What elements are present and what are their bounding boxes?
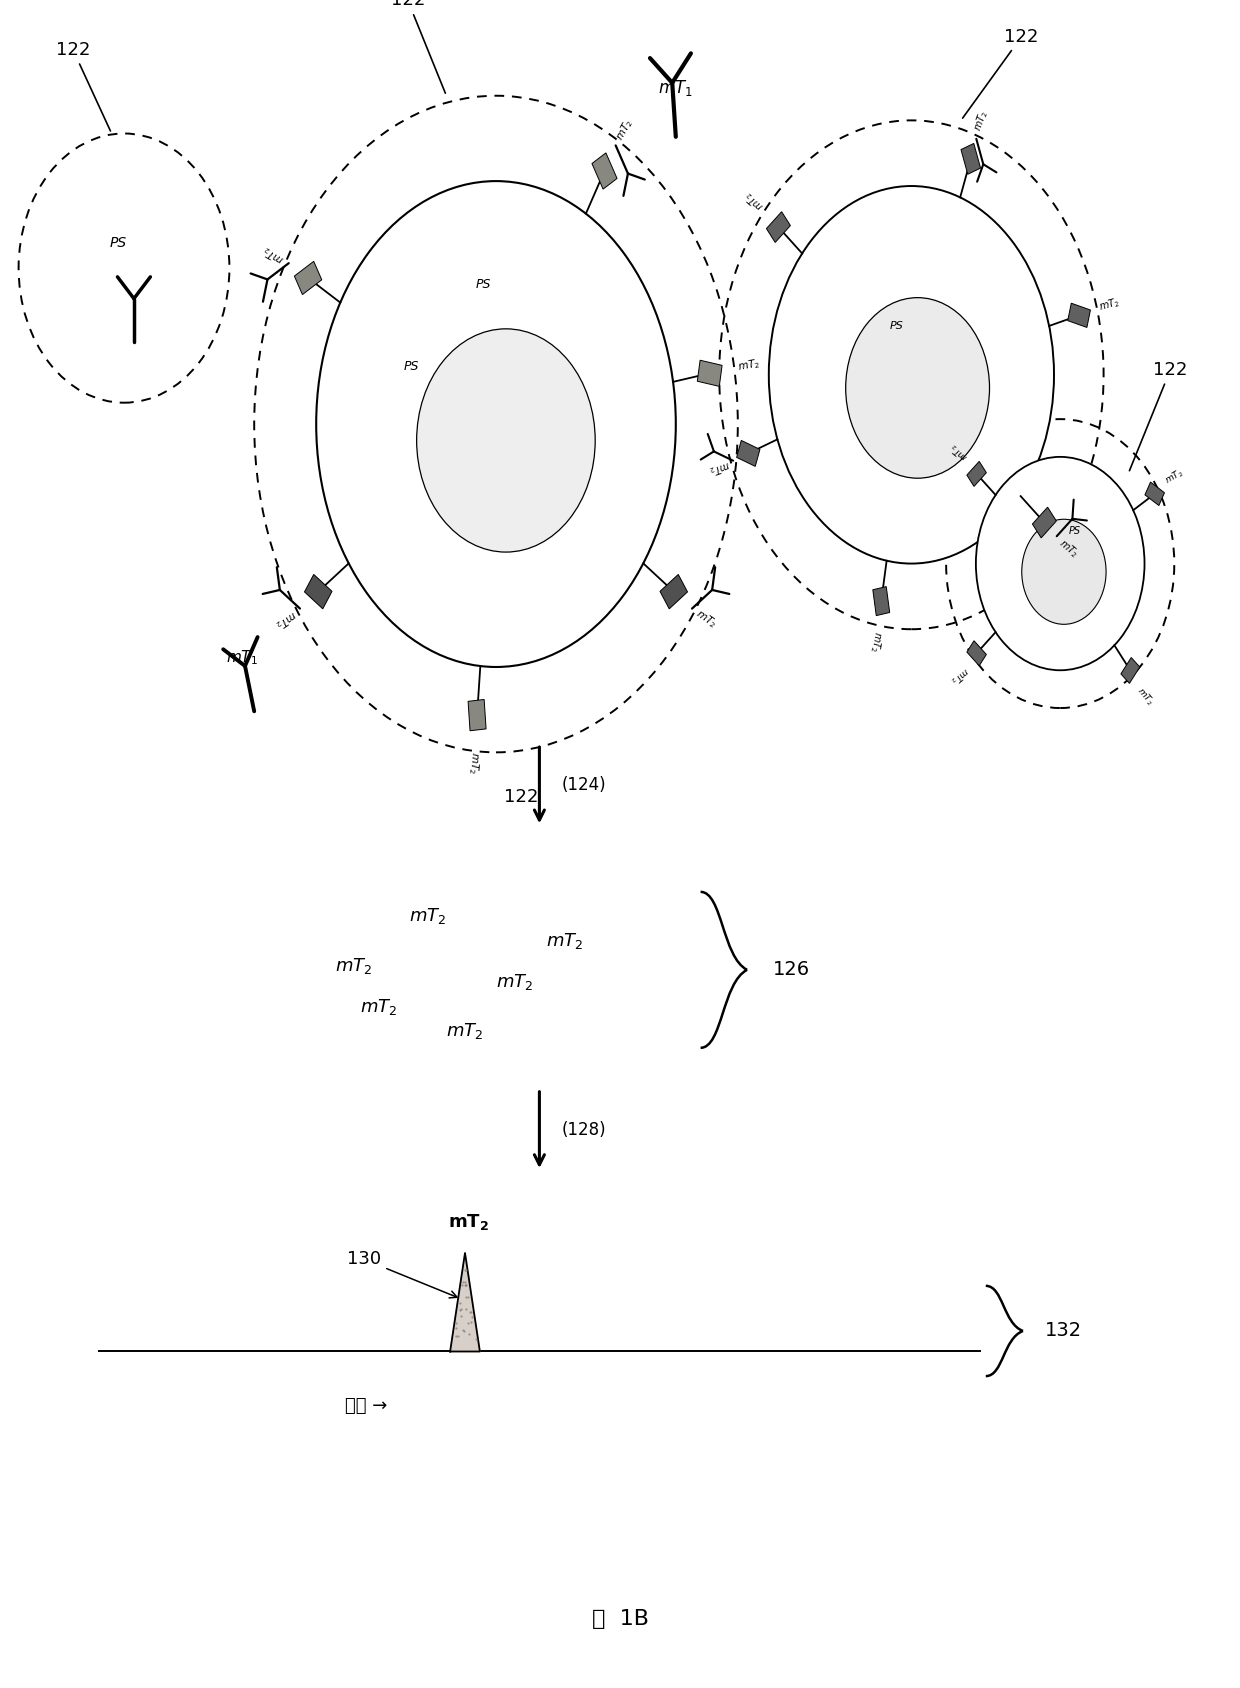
Polygon shape [873, 587, 889, 616]
Polygon shape [1145, 483, 1164, 505]
Text: 图  1B: 图 1B [591, 1609, 649, 1629]
Ellipse shape [316, 181, 676, 667]
Text: $mT_2$: $mT_2$ [273, 608, 299, 631]
Polygon shape [967, 641, 986, 665]
Text: $\mathbf{mT_2}$: $\mathbf{mT_2}$ [448, 1212, 490, 1232]
Text: 时间 →: 时间 → [345, 1398, 387, 1416]
Text: PS: PS [476, 279, 491, 290]
Polygon shape [1033, 506, 1056, 538]
Text: $mT_2$: $mT_2$ [737, 356, 761, 373]
Polygon shape [467, 699, 486, 731]
Text: $mT_2$: $mT_2$ [1162, 466, 1185, 486]
Text: $mT_1$: $mT_1$ [226, 648, 258, 667]
Text: (128): (128) [562, 1121, 606, 1139]
Text: $mT_2$: $mT_2$ [947, 441, 971, 463]
Polygon shape [697, 360, 722, 387]
Text: PS: PS [109, 236, 126, 250]
Ellipse shape [417, 329, 595, 552]
Polygon shape [660, 574, 687, 609]
Text: $mT_2$: $mT_2$ [446, 1021, 484, 1041]
Text: 122: 122 [962, 27, 1039, 118]
Text: $mT_2$: $mT_2$ [613, 116, 636, 143]
Text: $mT_2$: $mT_2$ [1097, 295, 1121, 314]
Polygon shape [591, 154, 618, 189]
Text: $mT_2$: $mT_2$ [947, 665, 971, 687]
Text: $mT_2$: $mT_2$ [971, 108, 992, 132]
Text: $mT_2$: $mT_2$ [693, 608, 719, 631]
Ellipse shape [769, 186, 1054, 564]
Text: $mT_2$: $mT_2$ [409, 906, 446, 927]
Polygon shape [967, 461, 986, 486]
Text: $mT_2$: $mT_2$ [260, 243, 286, 265]
Text: PS: PS [889, 321, 904, 331]
Text: PS: PS [1069, 525, 1081, 535]
Text: $mT_2$: $mT_2$ [1133, 685, 1156, 709]
Text: $mT_2$: $mT_2$ [360, 998, 397, 1016]
Polygon shape [305, 574, 332, 609]
Text: $mT_2$: $mT_2$ [496, 972, 533, 993]
Text: (124): (124) [562, 776, 606, 793]
Ellipse shape [976, 457, 1145, 670]
Polygon shape [1068, 304, 1090, 327]
Polygon shape [961, 143, 981, 174]
Text: $mT_2$: $mT_2$ [335, 955, 372, 976]
Text: $mT_1$: $mT_1$ [658, 78, 693, 98]
Polygon shape [766, 211, 790, 243]
Text: 126: 126 [773, 960, 810, 979]
Polygon shape [450, 1252, 480, 1352]
Polygon shape [294, 262, 321, 295]
Ellipse shape [846, 297, 990, 478]
Text: PS: PS [404, 360, 419, 373]
Text: 130: 130 [347, 1251, 458, 1298]
Text: $mT_2$: $mT_2$ [466, 751, 481, 775]
Text: $mT_2$: $mT_2$ [1055, 537, 1080, 560]
Text: $mT_2$: $mT_2$ [546, 932, 583, 950]
Text: $mT_2$: $mT_2$ [707, 457, 732, 478]
Polygon shape [737, 441, 760, 466]
Text: $mT_2$: $mT_2$ [743, 189, 768, 213]
Text: 132: 132 [1045, 1322, 1083, 1340]
Text: 122: 122 [391, 0, 445, 93]
Text: 122: 122 [56, 41, 110, 132]
Text: $mT_2$: $mT_2$ [867, 630, 884, 653]
Ellipse shape [1022, 520, 1106, 625]
Polygon shape [1121, 658, 1140, 684]
Text: 122: 122 [503, 788, 538, 805]
Text: 122: 122 [1130, 361, 1188, 471]
